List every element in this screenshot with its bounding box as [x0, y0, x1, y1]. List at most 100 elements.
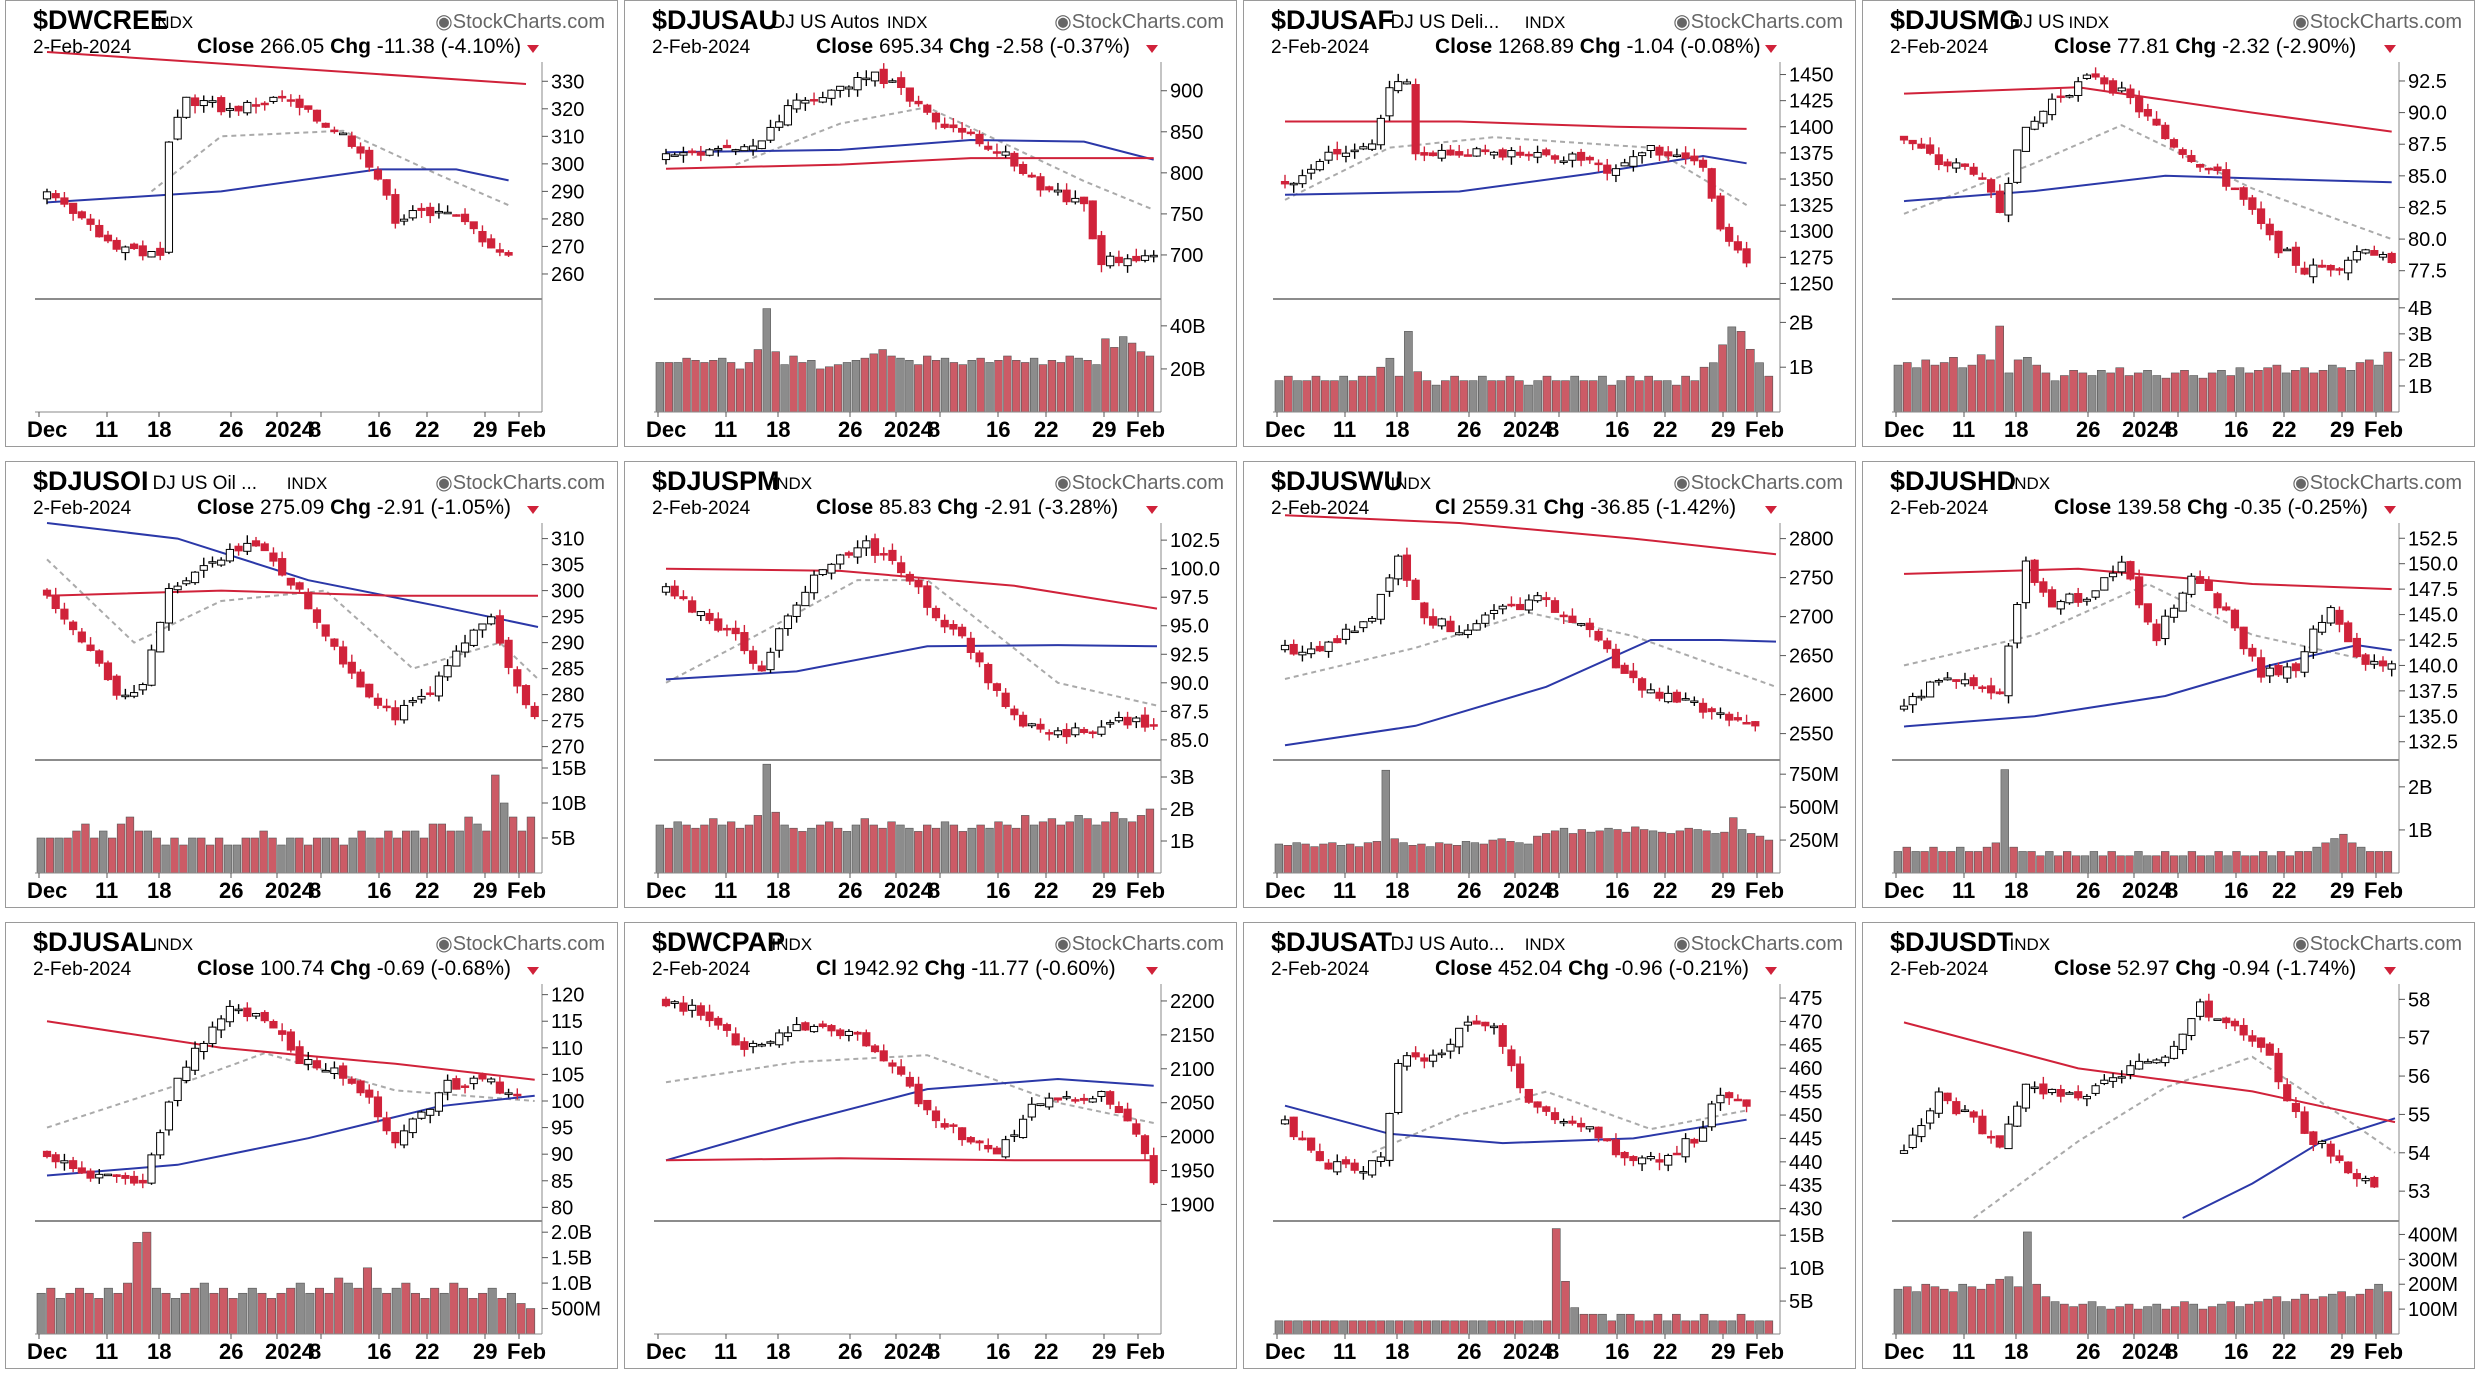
- chart-panel-djusmg[interactable]: $DJUSMG DJ US INDX ◉StockCharts.com 2-Feb-20…: [1862, 0, 2475, 447]
- candle-body: [391, 707, 400, 721]
- volume-bar: [1357, 375, 1367, 413]
- volume-bar: [1588, 380, 1598, 413]
- volume-bar: [1958, 1283, 1968, 1335]
- volume-tick-label: 5B: [551, 828, 575, 850]
- chart-panel-djusdt[interactable]: $DJUSDT INDX ◉StockCharts.com 2-Feb-2024 Clo…: [1862, 922, 2475, 1369]
- chart-panel-dwcree[interactable]: $DWCREE INDX ◉StockCharts.com 2-Feb-2024 Clo…: [5, 0, 618, 447]
- candle-body: [2082, 1095, 2091, 1100]
- candle-body: [818, 1023, 827, 1028]
- candle-body: [1542, 149, 1551, 156]
- candle-body: [1062, 189, 1071, 203]
- volume-bar: [314, 1287, 324, 1335]
- candle-body: [931, 112, 941, 123]
- candle-body: [1385, 577, 1394, 592]
- volume-bar: [1479, 843, 1488, 874]
- volume-bar: [1461, 841, 1471, 874]
- volume-bar: [1622, 831, 1631, 874]
- volume-bar: [1274, 1320, 1284, 1335]
- volume-bar: [1431, 1320, 1441, 1335]
- chart-panel-djusal[interactable]: $DJUSAL INDX ◉StockCharts.com 2-Feb-2024 Clo…: [5, 922, 618, 1369]
- chart-panel-djusoi[interactable]: $DJUSOI DJ US Oil ... INDX ◉StockCharts.com…: [5, 461, 618, 908]
- volume-bar: [914, 831, 923, 874]
- ma-mid-line: [665, 1077, 1154, 1162]
- volume-bar: [1947, 851, 1956, 874]
- volume-bar: [1293, 1320, 1302, 1335]
- volume-bar: [2170, 372, 2180, 413]
- candle-body: [2300, 267, 2309, 275]
- candle-body: [1481, 1021, 1490, 1027]
- candle-body: [1507, 150, 1516, 158]
- candle-body: [234, 105, 243, 112]
- volume-bar: [2365, 851, 2375, 874]
- candle-body: [251, 104, 261, 107]
- candle-body: [844, 86, 853, 90]
- candle-body: [460, 213, 470, 223]
- chart-panel-djusat[interactable]: $DJUSAT DJ US Auto... INDX ◉StockCharts.com…: [1243, 922, 1856, 1369]
- candle-body: [1489, 1025, 1499, 1029]
- volume-bar: [2291, 370, 2300, 413]
- stockcharts-watermark: ◉StockCharts.com: [2292, 933, 2462, 955]
- volume-bar: [1976, 354, 1986, 413]
- chart-panel-dwcpap[interactable]: $DWCPAP INDX ◉StockCharts.com 2-Feb-2024 Cl …: [624, 922, 1237, 1369]
- ma-short-line: [665, 579, 1158, 707]
- volume-bar: [1982, 846, 1992, 874]
- index-name: DJ US Autos: [772, 12, 880, 33]
- volume-bar: [2000, 769, 2009, 874]
- x-tick-label: 26: [2076, 417, 2100, 442]
- volume-bar: [2152, 1303, 2162, 1335]
- chart-panel-djushd[interactable]: $DJUSHD INDX ◉StockCharts.com 2-Feb-2024 Clo…: [1862, 461, 2475, 908]
- candle-body: [356, 671, 365, 688]
- volume-bar: [199, 1282, 209, 1335]
- price-tick-label: 290: [551, 633, 584, 655]
- candle-body: [312, 109, 322, 122]
- volume-bar: [446, 830, 455, 874]
- volume-bar: [691, 827, 700, 874]
- chart-panel-djuswu[interactable]: $DJUSWU INDX ◉StockCharts.com 2-Feb-2024 Cl …: [1243, 461, 1856, 908]
- price-tick-label: 1250: [1789, 273, 1834, 295]
- volume-bar: [1598, 375, 1607, 413]
- volume-bar: [771, 351, 780, 413]
- candle-body: [879, 1050, 888, 1062]
- volume-bar: [807, 827, 816, 874]
- volume-tick-label: 400M: [2408, 1224, 2458, 1246]
- x-tick-label: Feb: [1745, 417, 1784, 442]
- ma-short-line: [1284, 136, 1748, 206]
- volume-bar: [223, 844, 233, 874]
- candle-body: [1716, 712, 1725, 715]
- volume-bar: [825, 366, 834, 413]
- candle-body: [1498, 149, 1507, 158]
- candle-body: [1707, 168, 1716, 199]
- candle-body: [931, 1110, 941, 1122]
- volume-bar: [2096, 1306, 2106, 1335]
- candle-body: [2248, 1035, 2257, 1042]
- candle-body: [260, 102, 269, 106]
- candle-body: [2309, 628, 2318, 653]
- volume-bar: [197, 837, 206, 874]
- volume-bar: [2143, 855, 2152, 874]
- volume-bar: [1738, 829, 1747, 874]
- chart-panel-djuspm[interactable]: $DJUSPM INDX ◉StockCharts.com 2-Feb-2024 Clo…: [624, 461, 1237, 908]
- volume-bar: [2060, 1303, 2069, 1335]
- candle-body: [487, 616, 496, 625]
- volume-bar: [1595, 830, 1604, 874]
- candle-body: [992, 683, 1002, 691]
- candle-body: [670, 585, 679, 597]
- candle-body: [60, 608, 69, 620]
- candle-body: [2204, 1000, 2213, 1018]
- price-tick-label: 92.5: [2408, 71, 2447, 93]
- volume-bar: [2054, 855, 2063, 874]
- volume-bar: [1657, 831, 1667, 874]
- volume-bar: [1542, 1320, 1552, 1335]
- candle-body: [905, 87, 914, 102]
- chart-panel-djusaf[interactable]: $DJUSAF DJ US Deli... INDX ◉StockCharts.com…: [1243, 0, 1856, 447]
- candle-body: [696, 1005, 705, 1016]
- candle-body: [1960, 1109, 1970, 1112]
- close-label: Close 1268.89 Chg -1.04 (-0.08%): [1435, 35, 1761, 58]
- volume-bar: [1390, 838, 1399, 874]
- volume-bar: [348, 837, 357, 874]
- chart-panel-djusau[interactable]: $DJUSAU DJ US Autos INDX ◉StockCharts.com 2-…: [624, 0, 1237, 447]
- candle-body: [879, 553, 888, 556]
- volume-bar: [63, 837, 72, 874]
- volume-bar: [869, 824, 878, 874]
- volume-bar: [1672, 1313, 1681, 1335]
